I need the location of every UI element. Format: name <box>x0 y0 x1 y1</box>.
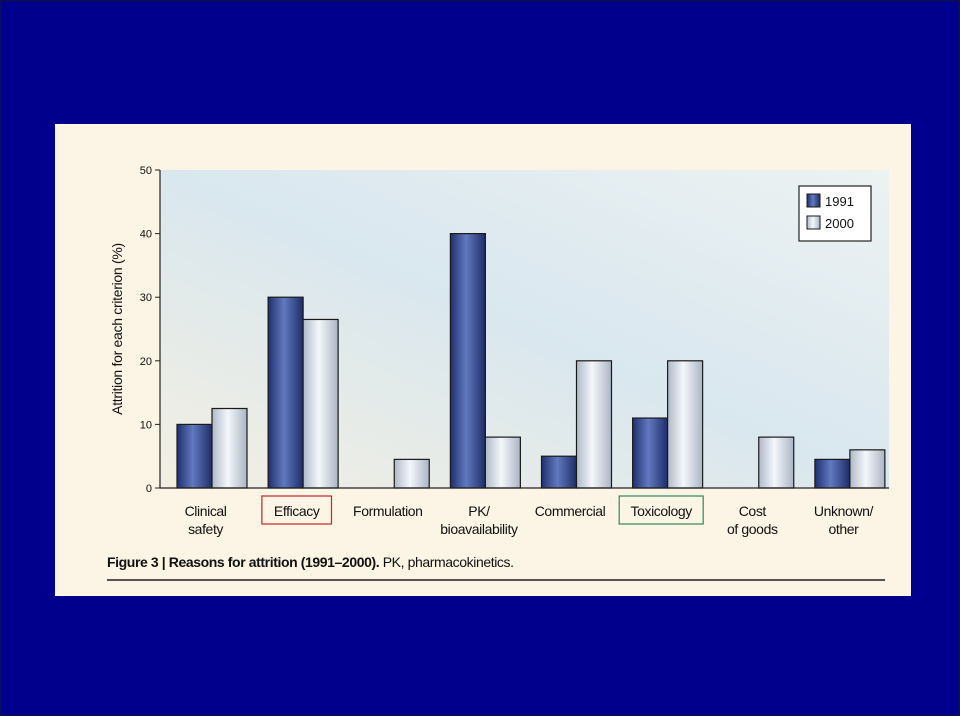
bar-1991-1 <box>267 296 304 489</box>
legend-label-2000: 2000 <box>825 216 854 231</box>
bar-2000-6 <box>758 436 795 489</box>
category-label-line: PK/ <box>468 503 490 519</box>
bar-1991-7 <box>814 458 851 489</box>
category-label-line: Commercial <box>535 503 606 519</box>
category-label-line: Formulation <box>353 503 423 519</box>
category-label-line: Efficacy <box>274 503 320 519</box>
bar-2000-7 <box>849 449 886 489</box>
category-label-line: of goods <box>727 521 778 537</box>
caption-figure-label: Figure 3 | Reasons for attrition (1991–2… <box>107 554 380 570</box>
y-tick-label: 30 <box>140 292 152 304</box>
caption-divider <box>107 579 885 581</box>
bar-2000-5 <box>667 360 704 489</box>
category-label-line: safety <box>188 521 223 537</box>
category-highlight-box <box>618 495 704 525</box>
category-label-2: Formulation <box>353 503 423 519</box>
bar-2000-1 <box>302 318 339 489</box>
bar-2000-0 <box>211 407 248 489</box>
bar-2000-4 <box>575 360 613 489</box>
category-label-0: Clinical safety <box>185 503 228 537</box>
bar-1991-3 <box>449 232 486 489</box>
y-axis-label: Attrition for each criterion (%) <box>109 243 125 415</box>
caption-note: PK, pharmacokinetics. <box>379 554 514 570</box>
bar-2000-3 <box>484 436 521 489</box>
category-label-line: Toxicology <box>631 503 693 519</box>
bar-1991-4 <box>540 455 578 489</box>
category-label-line: Unknown/ <box>814 503 874 519</box>
category-label-line: other <box>828 521 859 537</box>
category-label-6: Cost of goods <box>727 503 778 537</box>
category-label-7: Unknown/other <box>814 503 874 537</box>
category-label-line: Clinical <box>185 503 227 519</box>
category-label-3: PK/bioavailability <box>440 503 518 537</box>
y-tick-label: 20 <box>140 356 152 368</box>
legend-label-1991: 1991 <box>825 194 854 209</box>
figure-panel: 0 10 20 30 40 50 Clinical safety Efficacy Formul… <box>55 124 911 596</box>
y-tick-label: 0 <box>146 483 152 495</box>
legend-swatch-1991 <box>806 193 821 208</box>
y-tick-label: 40 <box>140 229 152 241</box>
category-label-4: Commercial <box>535 503 606 519</box>
y-tick-label: 50 <box>140 165 152 177</box>
legend: 1991 2000 <box>798 185 872 242</box>
bar-1991-5 <box>632 417 669 489</box>
y-tick-label: 10 <box>140 419 152 431</box>
category-label-line: Cost <box>739 503 767 519</box>
bar-2000-2 <box>393 458 430 489</box>
category-highlight-box <box>261 495 333 525</box>
category-label-1: Efficacy <box>261 495 333 525</box>
figure-caption: Figure 3 | Reasons for attrition (1991–2… <box>107 554 887 570</box>
legend-swatch-2000 <box>806 215 821 230</box>
bar-1991-0 <box>176 423 213 489</box>
attrition-bar-chart: 0 10 20 30 40 50 Clinical safety Efficacy Formul… <box>109 165 889 537</box>
category-label-5: Toxicology <box>618 495 704 525</box>
category-label-line: bioavailability <box>440 521 518 537</box>
